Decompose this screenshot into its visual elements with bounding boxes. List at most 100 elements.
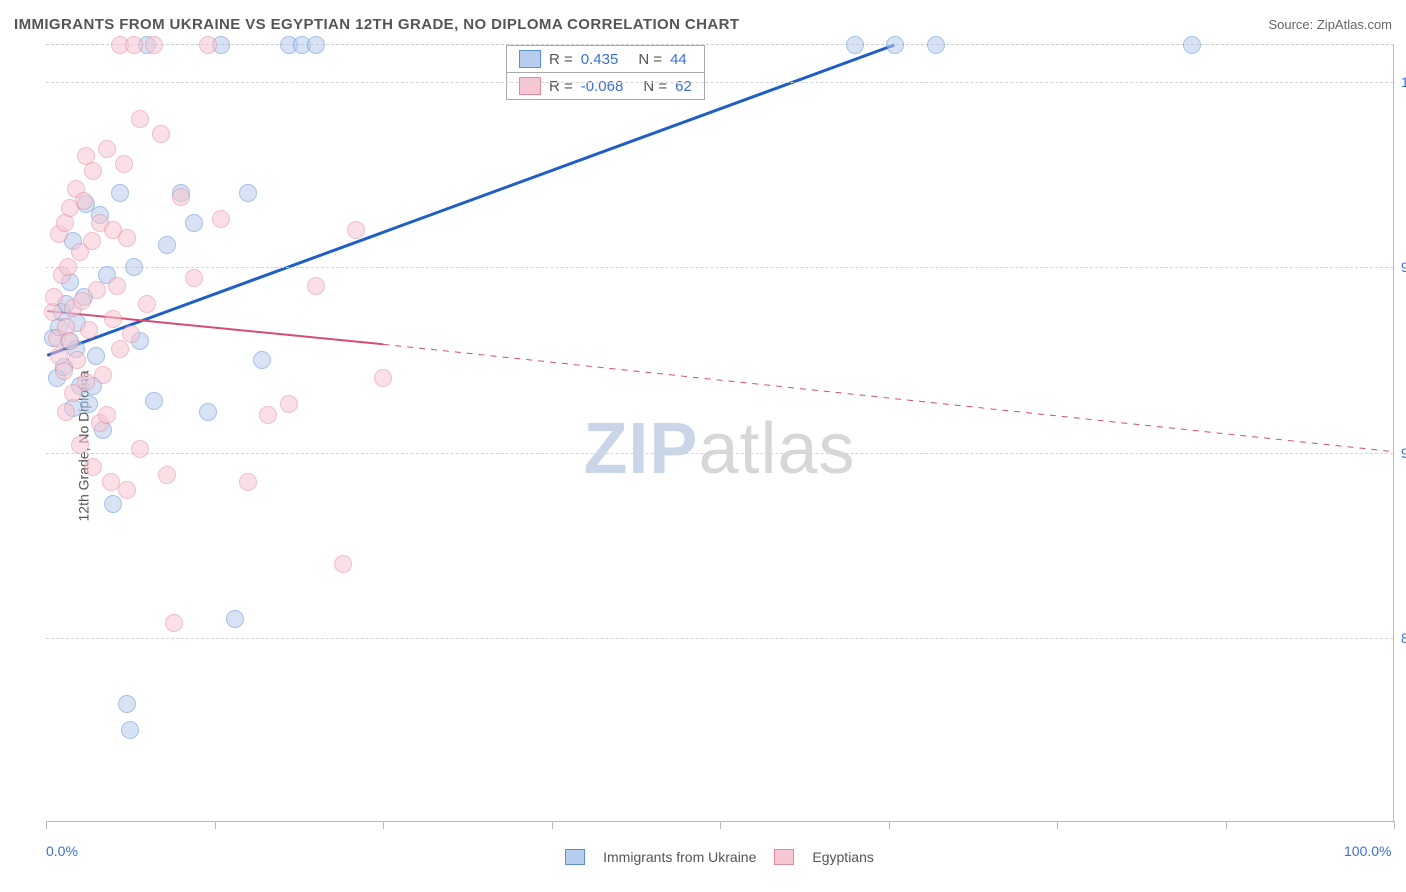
x-tick-label: 100.0% [1344,843,1391,859]
data-point [111,184,129,202]
data-point [80,395,98,413]
data-point [253,351,271,369]
source-credit: Source: ZipAtlas.com [1268,17,1392,32]
data-point [104,310,122,328]
chart-title: IMMIGRANTS FROM UKRAINE VS EGYPTIAN 12TH… [14,16,739,33]
data-point [84,162,102,180]
regression-line-dashed [383,344,1391,451]
swatch-egypt [519,77,541,95]
swatch-ukraine [519,50,541,68]
correlation-legend: R = 0.435 N = 44 R = -0.068 N = 62 [506,45,705,100]
data-point [374,369,392,387]
data-point [131,110,149,128]
data-point [84,458,102,476]
data-point [199,403,217,421]
data-point [57,403,75,421]
legend-R-label: R = [549,78,573,95]
regression-lines-layer [46,45,1393,821]
data-point [80,321,98,339]
data-point [172,188,190,206]
legend-N-label: N = [638,51,662,68]
data-point [115,155,133,173]
legend-R-label: R = [549,51,573,68]
data-point [111,340,129,358]
gridline [46,638,1393,639]
data-point [239,184,257,202]
y-tick-label: 90.0% [1397,445,1406,461]
data-point [94,366,112,384]
data-point [347,221,365,239]
data-point [199,36,217,54]
data-point [125,36,143,54]
data-point [307,277,325,295]
data-point [125,258,143,276]
x-tick [889,821,890,829]
data-point [239,473,257,491]
x-tick-label: 0.0% [46,843,78,859]
data-point [145,36,163,54]
data-point [226,610,244,628]
plot-area: ZIPatlas R = 0.435 N = 44 R = -0.068 N =… [46,44,1394,822]
data-point [71,436,89,454]
data-point [259,406,277,424]
legend-ukraine-N: 44 [670,51,687,68]
x-tick [1226,821,1227,829]
data-point [158,236,176,254]
x-tick [215,821,216,829]
data-point [75,192,93,210]
data-point [165,614,183,632]
data-point [88,281,106,299]
data-point [185,269,203,287]
y-tick-label: 100.0% [1397,74,1406,90]
chart-container: IMMIGRANTS FROM UKRAINE VS EGYPTIAN 12TH… [0,0,1406,892]
gridline [46,453,1393,454]
data-point [185,214,203,232]
gridline [46,267,1393,268]
data-point [59,258,77,276]
watermark-zip: ZIP [583,409,698,489]
data-point [158,466,176,484]
y-tick-label: 85.0% [1397,630,1406,646]
series-label-egypt: Egyptians [812,849,873,865]
data-point [886,36,904,54]
x-tick [1394,821,1395,829]
x-tick [720,821,721,829]
data-point [307,36,325,54]
data-point [280,395,298,413]
data-point [104,495,122,513]
data-point [98,406,116,424]
title-bar: IMMIGRANTS FROM UKRAINE VS EGYPTIAN 12TH… [0,0,1406,38]
data-point [61,332,79,350]
data-point [138,295,156,313]
data-point [121,721,139,739]
x-tick [46,821,47,829]
data-point [98,140,116,158]
legend-row-ukraine: R = 0.435 N = 44 [507,46,704,73]
y-tick-label: 95.0% [1397,259,1406,275]
data-point [83,232,101,250]
watermark-atlas: atlas [698,409,855,489]
data-point [145,392,163,410]
data-point [1183,36,1201,54]
legend-egypt-R: -0.068 [581,78,624,95]
data-point [68,351,86,369]
data-point [334,555,352,573]
series-legend: Immigrants from Ukraine Egyptians [46,849,1393,865]
swatch-ukraine [565,849,585,865]
data-point [846,36,864,54]
data-point [152,125,170,143]
swatch-egypt [774,849,794,865]
data-point [45,288,63,306]
data-point [927,36,945,54]
data-point [131,440,149,458]
x-tick [552,821,553,829]
data-point [212,210,230,228]
x-tick [1057,821,1058,829]
data-point [118,695,136,713]
legend-row-egypt: R = -0.068 N = 62 [507,73,704,99]
legend-ukraine-R: 0.435 [581,51,619,68]
data-point [108,277,126,295]
gridline [46,82,1393,83]
legend-egypt-N: 62 [675,78,692,95]
watermark: ZIPatlas [583,408,855,490]
